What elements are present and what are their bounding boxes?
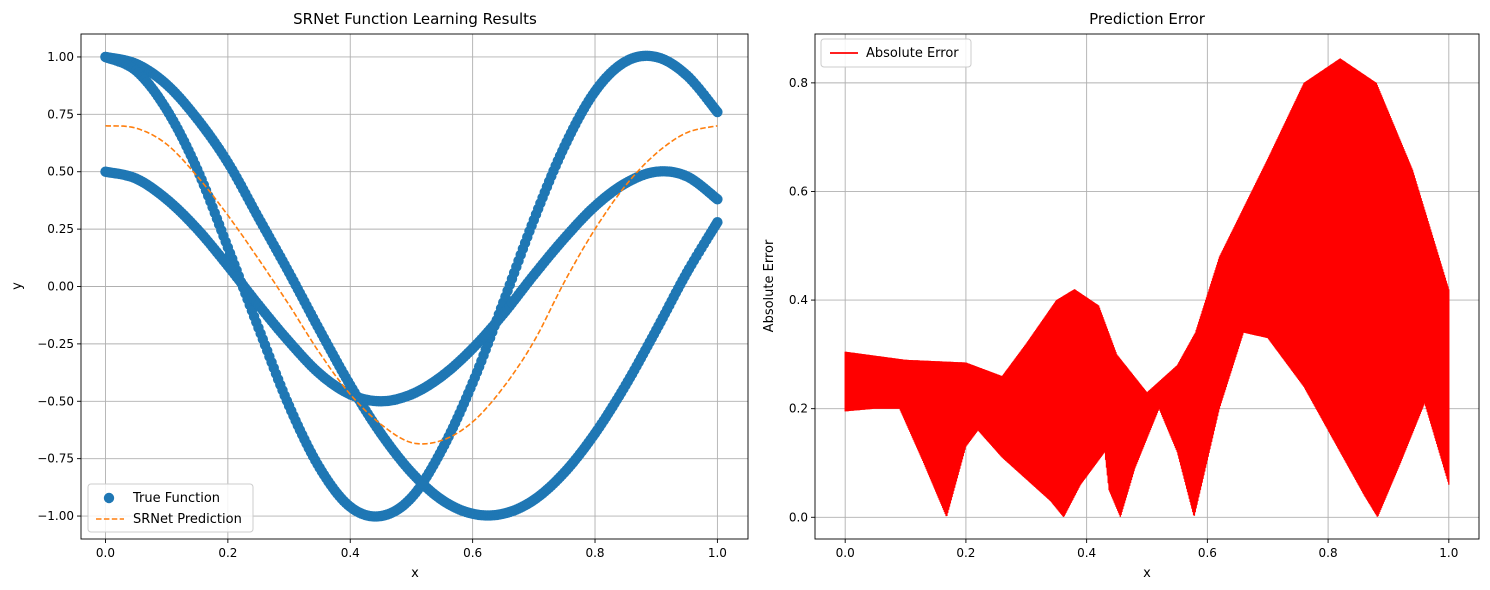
x-tick-label: 0.4: [1077, 546, 1096, 560]
y-tick-label: −0.75: [37, 452, 74, 466]
true-function-point: [712, 106, 723, 118]
plot-area-right: [844, 58, 1450, 517]
y-ticks-right: 0.0 0.2 0.4 0.6 0.8: [789, 76, 815, 524]
x-tick-label: 0.2: [956, 546, 975, 560]
true-function-branch-2: [100, 50, 723, 522]
y-tick-label: 0.25: [47, 222, 74, 236]
y-tick-label: 0.75: [47, 107, 74, 121]
y-tick-label: 0.6: [789, 184, 808, 198]
x-tick-label: 1.0: [1439, 546, 1458, 560]
axes-frame-right: [814, 33, 1480, 540]
y-axis-label-left: y: [10, 282, 25, 290]
legend-box: [820, 38, 972, 68]
srnet-prediction-line: [105, 125, 718, 445]
x-tick-label: 0.2: [218, 546, 237, 560]
y-tick-label: 0.4: [789, 293, 808, 307]
legend-left: True Function SRNet Prediction: [87, 483, 254, 533]
y-ticks-left: −1.00 −0.75 −0.50 −0.25 0.00 0.25 0.50 0.75 1.00: [37, 50, 81, 523]
x-tick-label: 0.6: [1198, 546, 1217, 560]
legend-label-absolute-error: Absolute Error: [866, 46, 959, 61]
true-function-point: [712, 194, 723, 205]
y-tick-label: 0.2: [789, 402, 808, 416]
x-tick-label: 0.0: [836, 546, 855, 560]
y-tick-label: −0.25: [37, 337, 74, 351]
y-tick-label: −0.50: [37, 394, 74, 408]
chart-true-vs-prediction: SRNet Function Learning Results 0.0 0.2 0.…: [10, 10, 749, 581]
y-tick-label: 1.00: [47, 50, 74, 64]
x-tick-label: 0.6: [463, 546, 482, 560]
true-function-point: [712, 217, 723, 228]
chart-title-left: SRNet Function Learning Results: [293, 10, 537, 28]
legend-right: Absolute Error: [820, 38, 972, 68]
y-tick-label: −1.00: [37, 509, 74, 523]
chart-prediction-error: Prediction Error 0.0 0.2 0.4 0.6 0.8 1.0 0.00…: [762, 10, 1480, 581]
y-tick-label: 0.00: [47, 280, 74, 294]
x-ticks-right: 0.0 0.2 0.4 0.6 0.8 1.0: [836, 539, 1458, 560]
y-tick-label: 0.50: [47, 165, 74, 179]
x-tick-label: 0.8: [585, 546, 604, 560]
legend-box: [87, 483, 254, 533]
grid-left: [81, 34, 748, 539]
legend-label-true-function: True Function: [132, 491, 220, 506]
absolute-error-band: [845, 58, 1449, 517]
x-tick-label: 1.0: [708, 546, 727, 560]
y-tick-label: 0.8: [789, 76, 808, 90]
legend-marker-true-function: [103, 492, 115, 504]
x-tick-label: 0.4: [341, 546, 360, 560]
y-axis-label-right: Absolute Error: [762, 239, 777, 332]
plot-area-left: [100, 50, 723, 522]
x-axis-label-right: x: [1143, 566, 1151, 581]
x-axis-label-left: x: [411, 566, 419, 581]
x-ticks-left: 0.0 0.2 0.4 0.6 0.8 1.0: [96, 539, 727, 560]
legend-label-srnet-prediction: SRNet Prediction: [133, 512, 242, 527]
y-tick-label: 0.0: [789, 510, 808, 524]
chart-title-right: Prediction Error: [1089, 10, 1206, 28]
x-tick-label: 0.0: [96, 546, 115, 560]
x-tick-label: 0.8: [1319, 546, 1338, 560]
